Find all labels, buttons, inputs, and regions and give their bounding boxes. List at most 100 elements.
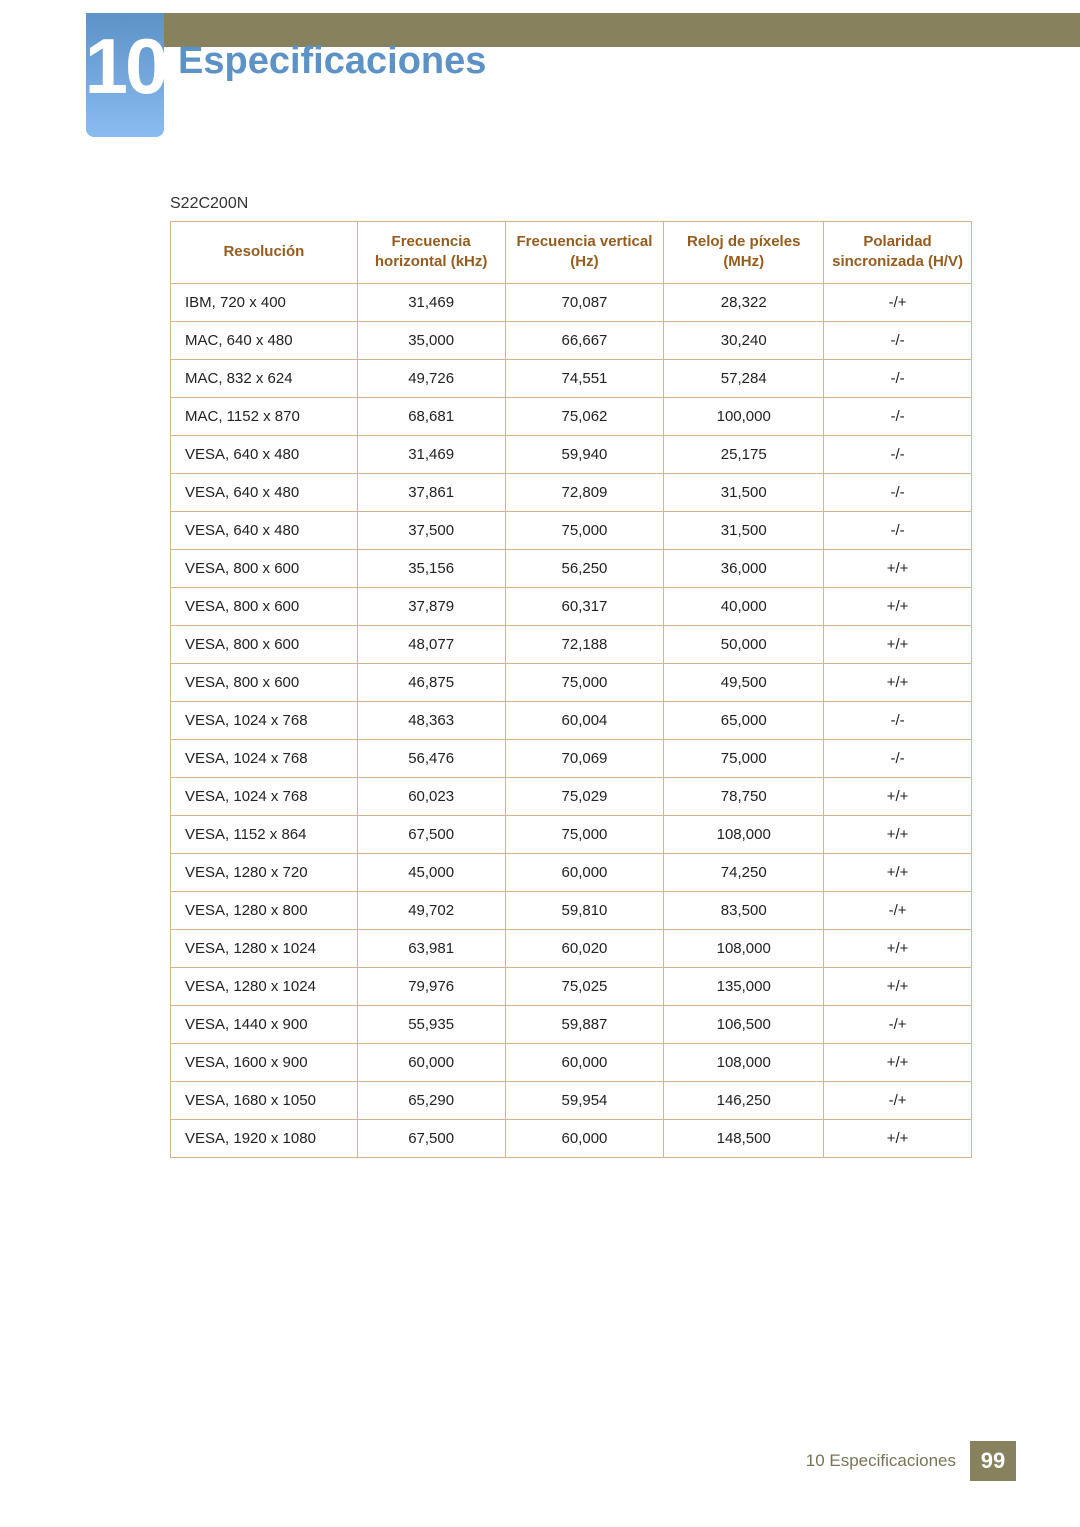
table-row: VESA, 640 x 48037,50075,00031,500-/- bbox=[171, 511, 972, 549]
cell-col4: -/+ bbox=[824, 283, 972, 321]
cell-resolution: VESA, 1024 x 768 bbox=[171, 739, 358, 777]
table-row: VESA, 1920 x 108067,50060,000148,500+/+ bbox=[171, 1119, 972, 1157]
cell-col2: 66,667 bbox=[505, 321, 664, 359]
cell-col3: 108,000 bbox=[664, 1043, 824, 1081]
cell-col1: 65,290 bbox=[357, 1081, 505, 1119]
cell-col2: 74,551 bbox=[505, 359, 664, 397]
cell-col3: 30,240 bbox=[664, 321, 824, 359]
cell-col1: 49,702 bbox=[357, 891, 505, 929]
cell-resolution: VESA, 640 x 480 bbox=[171, 473, 358, 511]
cell-col1: 60,023 bbox=[357, 777, 505, 815]
cell-col1: 31,469 bbox=[357, 435, 505, 473]
cell-resolution: VESA, 800 x 600 bbox=[171, 549, 358, 587]
table-row: VESA, 1280 x 102463,98160,020108,000+/+ bbox=[171, 929, 972, 967]
cell-col1: 49,726 bbox=[357, 359, 505, 397]
cell-col4: -/- bbox=[824, 701, 972, 739]
cell-col3: 65,000 bbox=[664, 701, 824, 739]
cell-resolution: VESA, 640 x 480 bbox=[171, 435, 358, 473]
cell-col2: 75,029 bbox=[505, 777, 664, 815]
cell-col1: 45,000 bbox=[357, 853, 505, 891]
cell-col4: +/+ bbox=[824, 1119, 972, 1157]
cell-col1: 56,476 bbox=[357, 739, 505, 777]
cell-col2: 60,000 bbox=[505, 853, 664, 891]
cell-col4: +/+ bbox=[824, 929, 972, 967]
cell-col1: 37,500 bbox=[357, 511, 505, 549]
cell-col3: 31,500 bbox=[664, 511, 824, 549]
cell-col1: 37,879 bbox=[357, 587, 505, 625]
cell-col2: 59,887 bbox=[505, 1005, 664, 1043]
spec-table: Resolución Frecuencia horizontal (kHz) F… bbox=[170, 221, 972, 1158]
cell-resolution: VESA, 800 x 600 bbox=[171, 625, 358, 663]
cell-col1: 68,681 bbox=[357, 397, 505, 435]
table-row: VESA, 1280 x 72045,00060,00074,250+/+ bbox=[171, 853, 972, 891]
cell-col1: 37,861 bbox=[357, 473, 505, 511]
cell-col3: 50,000 bbox=[664, 625, 824, 663]
cell-col2: 60,000 bbox=[505, 1043, 664, 1081]
cell-col3: 106,500 bbox=[664, 1005, 824, 1043]
cell-col4: +/+ bbox=[824, 587, 972, 625]
table-row: VESA, 1280 x 102479,97675,025135,000+/+ bbox=[171, 967, 972, 1005]
cell-col2: 60,317 bbox=[505, 587, 664, 625]
table-row: MAC, 1152 x 87068,68175,062100,000-/- bbox=[171, 397, 972, 435]
cell-col4: +/+ bbox=[824, 853, 972, 891]
cell-col2: 60,020 bbox=[505, 929, 664, 967]
cell-col1: 35,000 bbox=[357, 321, 505, 359]
table-row: VESA, 1152 x 86467,50075,000108,000+/+ bbox=[171, 815, 972, 853]
cell-col1: 55,935 bbox=[357, 1005, 505, 1043]
table-row: IBM, 720 x 40031,46970,08728,322-/+ bbox=[171, 283, 972, 321]
cell-col1: 46,875 bbox=[357, 663, 505, 701]
cell-col2: 75,000 bbox=[505, 815, 664, 853]
cell-col2: 70,087 bbox=[505, 283, 664, 321]
cell-col1: 35,156 bbox=[357, 549, 505, 587]
cell-col4: +/+ bbox=[824, 625, 972, 663]
table-row: MAC, 640 x 48035,00066,66730,240-/- bbox=[171, 321, 972, 359]
cell-resolution: VESA, 1024 x 768 bbox=[171, 701, 358, 739]
cell-resolution: VESA, 800 x 600 bbox=[171, 587, 358, 625]
spec-table-body: IBM, 720 x 40031,46970,08728,322-/+MAC, … bbox=[171, 283, 972, 1157]
col-header-vfreq: Frecuencia vertical (Hz) bbox=[505, 222, 664, 284]
cell-resolution: VESA, 1280 x 800 bbox=[171, 891, 358, 929]
page-footer: 10 Especificaciones 99 bbox=[0, 1441, 1080, 1481]
cell-col3: 25,175 bbox=[664, 435, 824, 473]
cell-col4: +/+ bbox=[824, 1043, 972, 1081]
cell-col3: 57,284 bbox=[664, 359, 824, 397]
cell-col2: 75,062 bbox=[505, 397, 664, 435]
table-row: VESA, 1024 x 76860,02375,02978,750+/+ bbox=[171, 777, 972, 815]
cell-col4: -/- bbox=[824, 359, 972, 397]
cell-resolution: VESA, 1280 x 720 bbox=[171, 853, 358, 891]
footer-page-number: 99 bbox=[970, 1441, 1016, 1481]
col-header-resolution: Resolución bbox=[171, 222, 358, 284]
cell-col3: 36,000 bbox=[664, 549, 824, 587]
cell-col1: 31,469 bbox=[357, 283, 505, 321]
cell-col3: 148,500 bbox=[664, 1119, 824, 1157]
table-row: VESA, 640 x 48037,86172,80931,500-/- bbox=[171, 473, 972, 511]
col-header-pixelclock: Reloj de píxeles (MHz) bbox=[664, 222, 824, 284]
cell-col3: 108,000 bbox=[664, 815, 824, 853]
cell-resolution: VESA, 1440 x 900 bbox=[171, 1005, 358, 1043]
cell-col2: 75,000 bbox=[505, 663, 664, 701]
cell-col4: -/- bbox=[824, 511, 972, 549]
cell-resolution: MAC, 640 x 480 bbox=[171, 321, 358, 359]
cell-resolution: VESA, 1600 x 900 bbox=[171, 1043, 358, 1081]
chapter-number: 10 bbox=[85, 27, 166, 123]
cell-col3: 108,000 bbox=[664, 929, 824, 967]
cell-col3: 74,250 bbox=[664, 853, 824, 891]
cell-resolution: MAC, 832 x 624 bbox=[171, 359, 358, 397]
cell-col4: -/- bbox=[824, 321, 972, 359]
cell-col3: 75,000 bbox=[664, 739, 824, 777]
table-row: VESA, 1024 x 76848,36360,00465,000-/- bbox=[171, 701, 972, 739]
cell-resolution: IBM, 720 x 400 bbox=[171, 283, 358, 321]
cell-col2: 56,250 bbox=[505, 549, 664, 587]
cell-col1: 63,981 bbox=[357, 929, 505, 967]
cell-col2: 75,000 bbox=[505, 511, 664, 549]
cell-col1: 48,077 bbox=[357, 625, 505, 663]
cell-col2: 60,000 bbox=[505, 1119, 664, 1157]
cell-col3: 146,250 bbox=[664, 1081, 824, 1119]
cell-col2: 59,940 bbox=[505, 435, 664, 473]
cell-col1: 79,976 bbox=[357, 967, 505, 1005]
cell-col3: 31,500 bbox=[664, 473, 824, 511]
cell-col2: 70,069 bbox=[505, 739, 664, 777]
chapter-title: Especificaciones bbox=[178, 40, 486, 83]
cell-col3: 100,000 bbox=[664, 397, 824, 435]
cell-col3: 135,000 bbox=[664, 967, 824, 1005]
